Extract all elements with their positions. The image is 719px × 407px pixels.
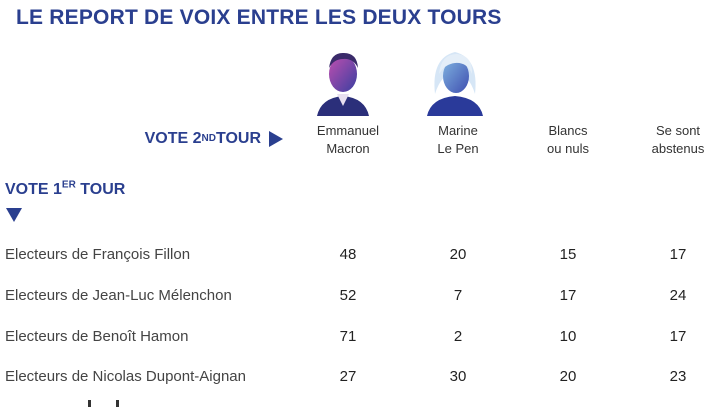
cell-hamon-macron: 71 xyxy=(339,328,357,345)
cell-dupont-aignan-lepen: 30 xyxy=(449,368,467,385)
cell-hamon-abstenus: 17 xyxy=(669,328,687,345)
cell-dupont-aignan-macron: 27 xyxy=(339,368,357,385)
cell-melenchon-macron: 52 xyxy=(339,287,357,304)
cell-melenchon-lepen: 7 xyxy=(453,287,463,304)
cell-fillon-abstenus: 17 xyxy=(669,246,687,263)
cell-hamon-blancs: 10 xyxy=(559,328,577,345)
vote-2nd-tour-label: VOTE 2 ND TOUR xyxy=(145,130,283,148)
vote-1er-tour-label: VOTE 1ER TOUR xyxy=(5,179,126,198)
macron-portrait xyxy=(313,44,373,116)
cell-fillon-macron: 48 xyxy=(339,246,357,263)
row-label-dupont-aignan: Electeurs de Nicolas Dupont-Aignan xyxy=(5,368,246,385)
row-label-hamon: Electeurs de Benoît Hamon xyxy=(5,328,189,345)
chart-title: LE REPORT DE VOIX ENTRE LES DEUX TOURS xyxy=(16,6,502,29)
cell-dupont-aignan-blancs: 20 xyxy=(559,368,577,385)
col-header-macron: Emmanuel Macron xyxy=(316,123,380,156)
cell-fillon-blancs: 15 xyxy=(559,246,577,263)
arrow-down-icon xyxy=(6,208,22,222)
col-header-blancs: Blancs ou nuls xyxy=(547,123,589,156)
col-header-lepen: Marine Le Pen xyxy=(437,123,479,156)
cropped-mark xyxy=(116,400,119,407)
col-header-abstenus: Se sont abstenus xyxy=(651,123,705,156)
cell-fillon-lepen: 20 xyxy=(449,246,467,263)
cell-hamon-lepen: 2 xyxy=(453,328,463,345)
cell-melenchon-abstenus: 24 xyxy=(669,287,687,304)
cropped-mark xyxy=(88,400,91,407)
row-label-fillon: Electeurs de François Fillon xyxy=(5,246,191,263)
lepen-portrait xyxy=(425,44,485,116)
cell-melenchon-blancs: 17 xyxy=(559,287,577,304)
arrow-right-icon xyxy=(269,131,283,147)
cell-dupont-aignan-abstenus: 23 xyxy=(669,368,687,385)
row-label-melenchon: Electeurs de Jean-Luc Mélenchon xyxy=(5,287,232,304)
